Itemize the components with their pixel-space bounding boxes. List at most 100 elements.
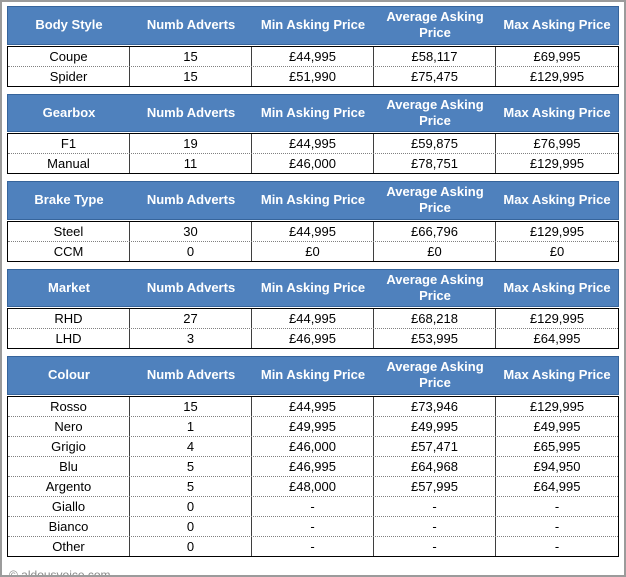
table-row: CCM 0 £0 £0 £0 [8, 240, 618, 261]
value-cell: £76,995 [533, 136, 581, 151]
value-cell: £129,995 [529, 398, 585, 414]
column-header-average-asking-price: Average Asking Price [386, 96, 484, 128]
value-cell: 15 [130, 46, 252, 66]
value-cell: - [554, 518, 560, 534]
value-cell: £75,475 [374, 66, 496, 86]
table-header-row: Gearbox Numb Adverts Min Asking Price Av… [7, 93, 619, 132]
column-header-min-asking-price: Min Asking Price [260, 279, 366, 295]
category-cell: RHD [8, 309, 130, 328]
value-cell: - [374, 516, 496, 536]
value-cell: 1 [130, 416, 252, 436]
column-header-max-asking-price: Max Asking Price [503, 17, 611, 33]
value-cell: £53,995 [374, 329, 496, 348]
value-cell: 5 [130, 476, 252, 496]
value-cell: 19 [130, 134, 252, 153]
column-header-numb-adverts: Numb Adverts [146, 104, 236, 120]
column-header-numb-adverts: Numb Adverts [146, 192, 236, 208]
column-header-min-asking-price: Min Asking Price [260, 367, 366, 383]
value-cell: £44,995 [252, 134, 374, 153]
value-cell: 15 [130, 396, 252, 416]
table-body: RHD 27 £44,995 £68,218 £129,995 LHD 3 £46,995 £5… [7, 308, 619, 349]
value-cell: - [374, 536, 496, 556]
value-cell: £57,995 [374, 476, 496, 496]
value-cell: £59,875 [374, 134, 496, 153]
category-cell: Coupe [8, 46, 130, 66]
table-row: Grigio 4 £46,000 £57,471 £65,995 [8, 435, 618, 456]
table-row: Manual 11 £46,000 £78,751 £129,995 [8, 153, 618, 173]
column-header-category: Body Style [35, 17, 103, 33]
column-header-category: Market [48, 279, 90, 295]
table-body: F1 19 £44,995 £59,875 £76,995 Manual 11 £46,000… [7, 133, 619, 174]
value-cell: £129,995 [529, 68, 585, 84]
category-cell: Blu [8, 456, 130, 476]
column-header-category: Gearbox [42, 104, 96, 120]
category-cell: CCM [8, 241, 130, 261]
table-header-row: Brake Type Numb Adverts Min Asking Price… [7, 181, 619, 220]
value-cell: - [374, 496, 496, 516]
table-colour: Colour Numb Adverts Min Asking Price Ave… [7, 356, 619, 557]
table-header-row: Colour Numb Adverts Min Asking Price Ave… [7, 356, 619, 395]
table-row: Bianco 0- - - [8, 515, 618, 536]
value-cell: £129,995 [529, 156, 585, 171]
value-cell: 0 [130, 536, 252, 556]
value-cell: £44,995 [252, 309, 374, 328]
value-cell: £64,968 [374, 456, 496, 476]
table-row: RHD 27 £44,995 £68,218 £129,995 [8, 309, 618, 328]
category-cell: Spider [8, 66, 130, 86]
category-cell: Steel [8, 221, 130, 241]
table-row: Nero 1 £49,995 £49,995 £49,995 [8, 415, 618, 436]
column-header-numb-adverts: Numb Adverts [146, 367, 236, 383]
table-row: Coupe 15 £44,995 £58,117 £69,995 [8, 46, 618, 66]
table-body-style: Body Style Numb Adverts Min Asking Price… [7, 6, 619, 87]
value-cell: - [252, 536, 374, 556]
value-cell: - [554, 538, 560, 554]
value-cell: £78,751 [374, 154, 496, 173]
table-row: F1 19 £44,995 £59,875 £76,995 [8, 134, 618, 153]
value-cell: £66,796 [374, 221, 496, 241]
value-cell: £44,995 [252, 46, 374, 66]
value-cell: £48,000 [252, 476, 374, 496]
value-cell: £94,950 [533, 458, 581, 474]
category-cell: Other [8, 536, 130, 556]
table-gearbox: Gearbox Numb Adverts Min Asking Price Av… [7, 93, 619, 174]
table-body: Rosso 15 £44,995 £73,946 £129,995 Nero 1 £49,99… [7, 395, 619, 557]
value-cell: 3 [130, 329, 252, 348]
value-cell: 30 [130, 221, 252, 241]
value-cell: £51,990 [252, 66, 374, 86]
column-header-average-asking-price: Average Asking Price [386, 271, 484, 303]
value-cell: 0 [130, 516, 252, 536]
category-cell: Rosso [8, 396, 130, 416]
table-market: Market Numb Adverts Min Asking Price Ave… [7, 268, 619, 349]
column-header-numb-adverts: Numb Adverts [146, 17, 236, 33]
table-row: Spider 15 £51,990 £75,475 £129,995 [8, 65, 618, 86]
category-cell: Giallo [8, 496, 130, 516]
value-cell: - [252, 516, 374, 536]
value-cell: £58,117 [374, 46, 496, 66]
value-cell: £57,471 [374, 436, 496, 456]
value-cell: £49,995 [374, 416, 496, 436]
value-cell: £73,946 [374, 396, 496, 416]
column-header-category: Brake Type [34, 192, 104, 208]
column-header-max-asking-price: Max Asking Price [503, 279, 611, 295]
table-header-row: Market Numb Adverts Min Asking Price Ave… [7, 268, 619, 307]
value-cell: £129,995 [529, 223, 585, 239]
value-cell: £49,995 [252, 416, 374, 436]
column-header-average-asking-price: Average Asking Price [386, 184, 484, 216]
value-cell: £69,995 [533, 48, 581, 64]
value-cell: £44,995 [252, 396, 374, 416]
table-row: Argento 5 £48,000 £57,995 £64,995 [8, 475, 618, 496]
value-cell: 15 [130, 66, 252, 86]
value-cell: £64,995 [533, 478, 581, 494]
category-cell: Grigio [8, 436, 130, 456]
value-cell: £64,995 [533, 331, 581, 346]
value-cell: 4 [130, 436, 252, 456]
table-body: Coupe 15 £44,995 £58,117 £69,995 Spider 15 £51,… [7, 45, 619, 87]
table-row: Giallo 0- - - [8, 495, 618, 516]
category-cell: Manual [8, 154, 130, 173]
value-cell: £46,995 [252, 329, 374, 348]
value-cell: £65,995 [533, 438, 581, 454]
column-header-numb-adverts: Numb Adverts [146, 279, 236, 295]
table-row: Steel 30 £44,995 £66,796 £129,995 [8, 221, 618, 241]
column-header-max-asking-price: Max Asking Price [503, 192, 611, 208]
value-cell: 11 [130, 154, 252, 173]
